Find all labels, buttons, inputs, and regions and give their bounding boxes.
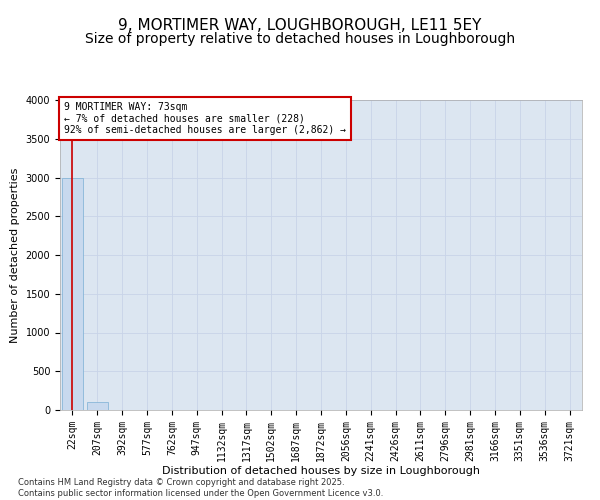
Y-axis label: Number of detached properties: Number of detached properties [10,168,20,342]
X-axis label: Distribution of detached houses by size in Loughborough: Distribution of detached houses by size … [162,466,480,476]
Bar [87,402,108,410]
Text: Contains HM Land Registry data © Crown copyright and database right 2025.
Contai: Contains HM Land Registry data © Crown c… [18,478,383,498]
Text: Size of property relative to detached houses in Loughborough: Size of property relative to detached ho… [85,32,515,46]
Bar [62,178,83,410]
Text: 9 MORTIMER WAY: 73sqm
← 7% of detached houses are smaller (228)
92% of semi-deta: 9 MORTIMER WAY: 73sqm ← 7% of detached h… [64,102,346,134]
Text: 9, MORTIMER WAY, LOUGHBOROUGH, LE11 5EY: 9, MORTIMER WAY, LOUGHBOROUGH, LE11 5EY [118,18,482,32]
